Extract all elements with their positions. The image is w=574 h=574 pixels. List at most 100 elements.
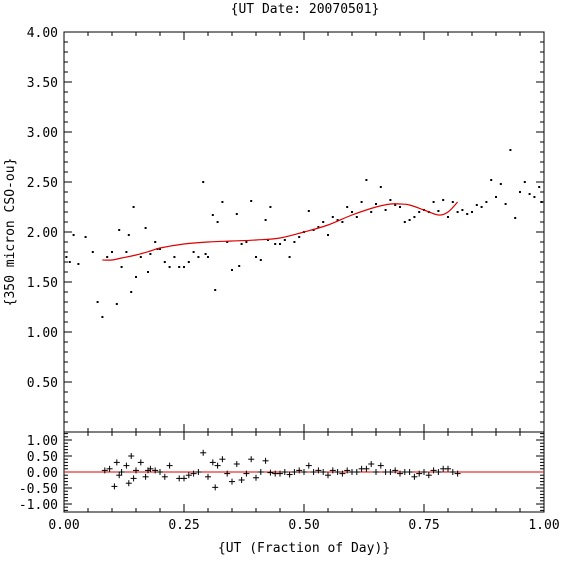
data-point bbox=[528, 193, 531, 195]
data-point bbox=[214, 289, 217, 291]
data-point bbox=[341, 221, 344, 223]
data-point bbox=[514, 217, 517, 219]
residual-point bbox=[238, 477, 245, 483]
residual-point bbox=[334, 469, 341, 475]
data-point bbox=[370, 211, 373, 213]
residual-point bbox=[157, 469, 163, 475]
data-point bbox=[235, 213, 238, 215]
data-point bbox=[192, 251, 195, 253]
data-point bbox=[216, 221, 219, 223]
data-point bbox=[101, 316, 104, 318]
residual-point bbox=[166, 462, 173, 469]
data-point bbox=[259, 259, 262, 261]
residual-y-tick-label: 0.50 bbox=[27, 450, 58, 465]
data-point bbox=[65, 256, 68, 258]
main-y-tick-label: 0.50 bbox=[27, 376, 58, 391]
data-point bbox=[346, 206, 349, 208]
data-point bbox=[240, 243, 243, 245]
main-y-tick-label: 3.00 bbox=[27, 126, 58, 141]
data-point bbox=[111, 251, 113, 253]
data-point bbox=[365, 179, 368, 181]
data-point bbox=[499, 183, 502, 185]
data-point bbox=[221, 201, 224, 203]
residual-point bbox=[214, 462, 221, 469]
residual-point bbox=[190, 470, 197, 477]
residual-point bbox=[377, 462, 384, 469]
data-point bbox=[178, 266, 181, 268]
data-point bbox=[183, 266, 185, 268]
data-point bbox=[283, 239, 286, 241]
data-point bbox=[418, 211, 421, 213]
data-point bbox=[77, 263, 80, 265]
main-data-points bbox=[65, 149, 543, 318]
residual-point bbox=[315, 467, 322, 474]
x-tick-label: 0.25 bbox=[168, 518, 199, 533]
residual-point bbox=[123, 462, 130, 469]
data-point bbox=[159, 248, 161, 250]
residual-point bbox=[130, 475, 137, 482]
data-point bbox=[245, 241, 248, 243]
data-point bbox=[144, 227, 147, 229]
data-point bbox=[384, 209, 387, 211]
main-y-tick-label: 1.00 bbox=[27, 326, 58, 341]
data-point bbox=[106, 256, 109, 258]
main-y-tick-label: 2.00 bbox=[27, 226, 58, 241]
residual-point bbox=[425, 472, 432, 479]
residual-point bbox=[113, 459, 120, 466]
data-point bbox=[413, 216, 416, 218]
residual-y-tick-labels: -1.00-0.500.000.501.00 bbox=[19, 434, 58, 513]
data-point bbox=[480, 206, 483, 208]
residual-point bbox=[101, 467, 108, 474]
data-point bbox=[135, 276, 137, 278]
residual-point bbox=[253, 474, 259, 481]
data-point bbox=[255, 256, 257, 258]
data-point bbox=[132, 206, 135, 208]
data-point bbox=[307, 210, 310, 212]
residual-point bbox=[305, 462, 312, 469]
data-point bbox=[72, 234, 75, 236]
y-axis-label: {350 micron CSO-ou} bbox=[3, 158, 18, 307]
data-point bbox=[173, 256, 176, 258]
data-point bbox=[461, 209, 464, 211]
data-point bbox=[264, 219, 267, 221]
data-point bbox=[336, 219, 339, 221]
data-point bbox=[331, 216, 334, 218]
residual-y-tick-label: 1.00 bbox=[27, 434, 58, 449]
x-axis-label: {UT (Fraction of Day)} bbox=[218, 541, 390, 556]
data-point bbox=[495, 196, 497, 198]
data-point bbox=[211, 214, 214, 216]
data-point bbox=[91, 251, 94, 253]
data-point bbox=[96, 301, 99, 303]
residual-point bbox=[286, 471, 293, 478]
main-y-tick-label: 2.50 bbox=[27, 176, 58, 191]
residual-point bbox=[281, 469, 288, 475]
data-point bbox=[147, 271, 149, 273]
main-ticks bbox=[64, 32, 544, 432]
data-point bbox=[269, 206, 272, 208]
data-point bbox=[207, 256, 209, 258]
residual-point bbox=[310, 469, 317, 475]
data-point bbox=[115, 303, 118, 305]
residual-point bbox=[185, 472, 192, 479]
residual-point bbox=[229, 478, 235, 485]
residual-point bbox=[406, 469, 413, 475]
data-point bbox=[267, 239, 269, 241]
residual-point bbox=[248, 456, 255, 463]
residual-point bbox=[397, 470, 403, 477]
residual-point bbox=[296, 467, 303, 474]
data-point bbox=[322, 221, 325, 223]
data-point bbox=[130, 291, 133, 293]
data-point bbox=[408, 219, 411, 221]
data-point bbox=[204, 253, 207, 255]
residual-point bbox=[291, 469, 298, 475]
data-point bbox=[447, 216, 449, 218]
residual-point bbox=[219, 456, 226, 463]
data-point bbox=[202, 181, 205, 183]
main-y-tick-label: 3.50 bbox=[27, 76, 58, 91]
data-point bbox=[451, 201, 454, 203]
data-point bbox=[197, 256, 200, 258]
residual-point bbox=[339, 470, 346, 477]
residual-point bbox=[267, 469, 274, 476]
residual-point bbox=[195, 469, 202, 475]
